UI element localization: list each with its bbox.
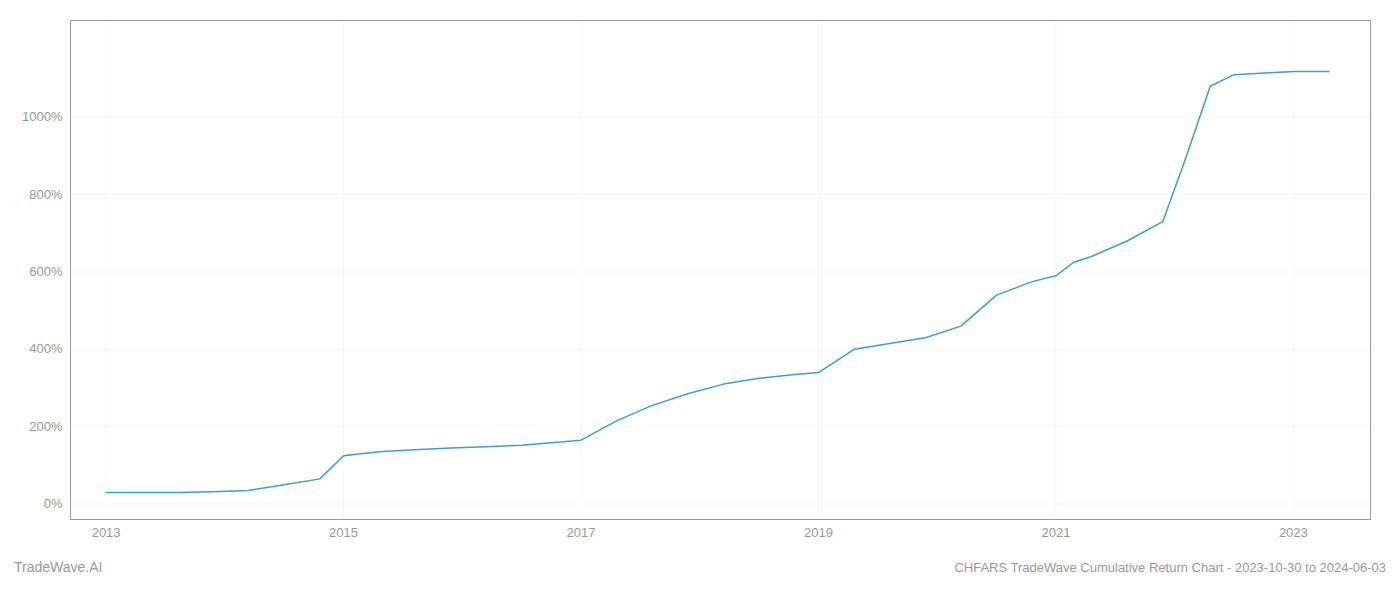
- svg-text:400%: 400%: [29, 341, 63, 356]
- svg-text:2019: 2019: [804, 525, 833, 540]
- svg-text:2017: 2017: [567, 525, 596, 540]
- html-text:TradeWave.AI: TradeWave.AI: [14, 559, 103, 575]
- svg-text:0%: 0%: [44, 496, 63, 511]
- svg-text:2013: 2013: [92, 525, 121, 540]
- svg-text:600%: 600%: [29, 264, 63, 279]
- svg-text:200%: 200%: [29, 419, 63, 434]
- svg-text:2023: 2023: [1279, 525, 1308, 540]
- html-text:CHFARS TradeWave Cumulative Re: CHFARS TradeWave Cumulative Return Chart…: [954, 560, 1386, 575]
- svg-text:2021: 2021: [1041, 525, 1070, 540]
- svg-text:800%: 800%: [29, 187, 63, 202]
- svg-text:1000%: 1000%: [22, 109, 63, 124]
- svg-text:2015: 2015: [329, 525, 358, 540]
